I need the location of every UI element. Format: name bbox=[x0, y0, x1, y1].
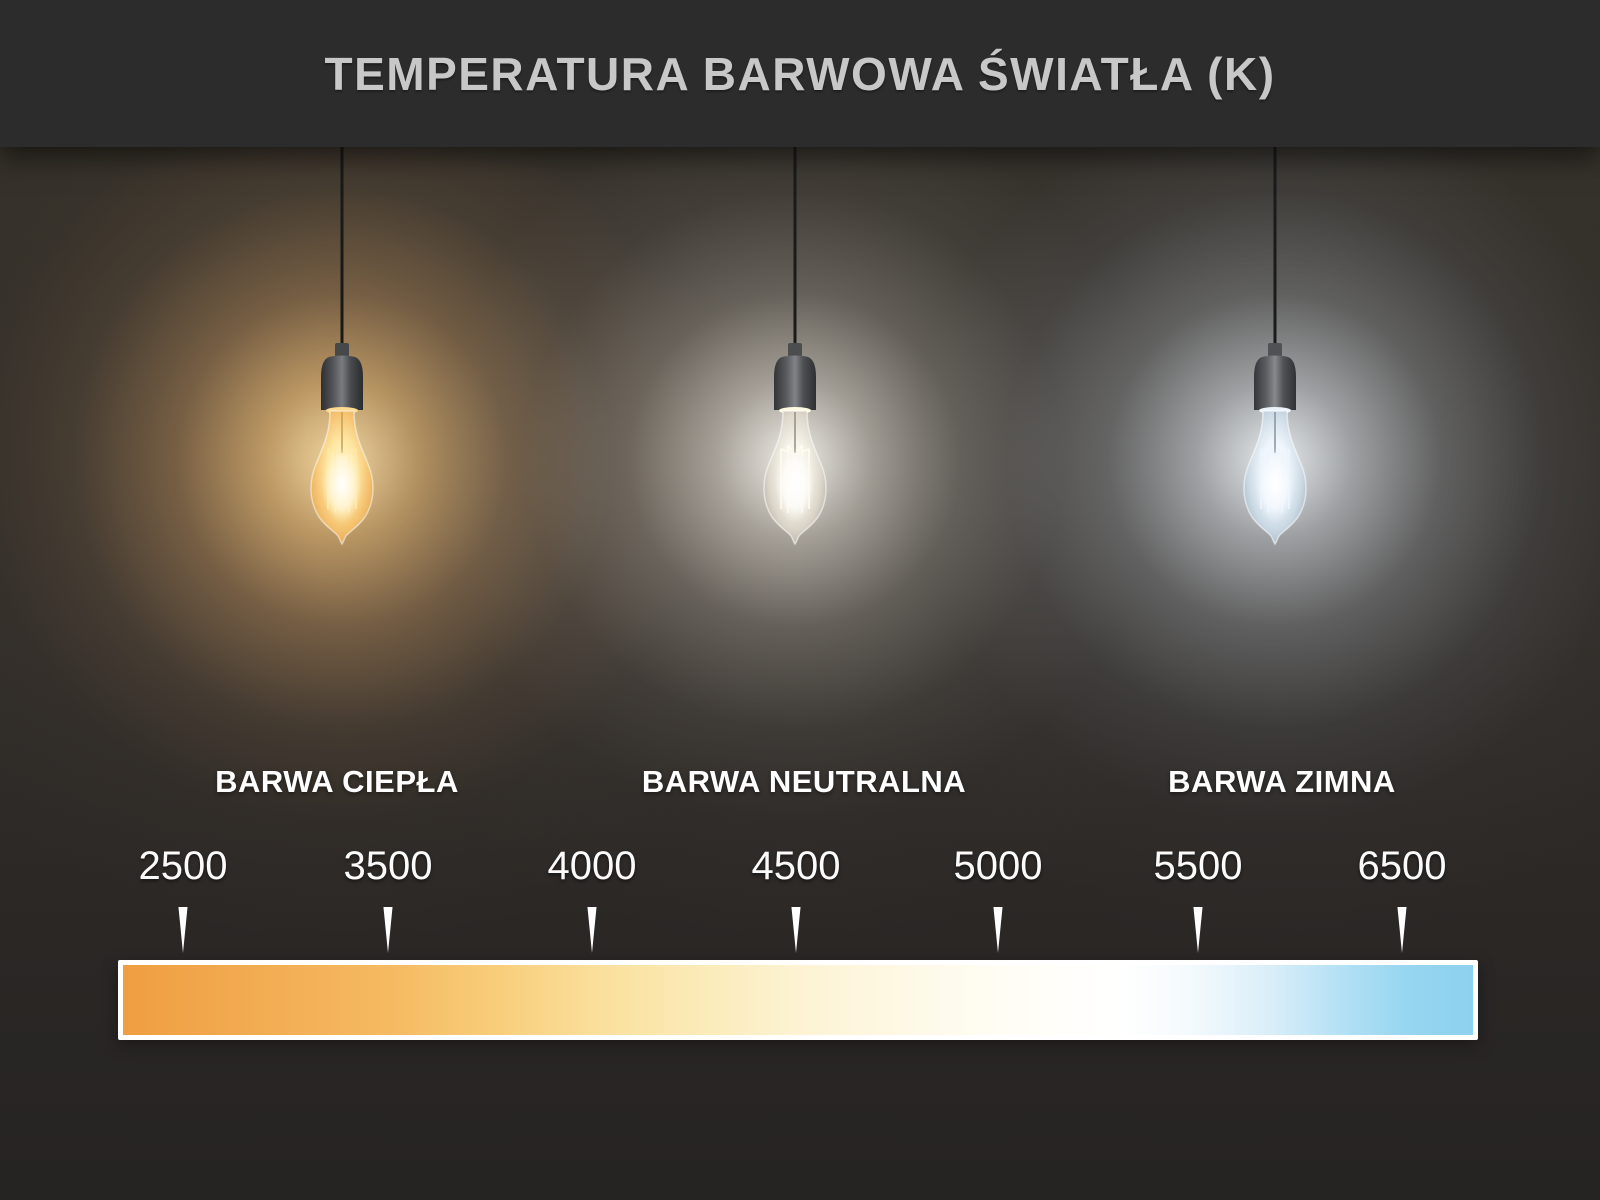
glow-core bbox=[1255, 447, 1295, 523]
cord-connector bbox=[335, 343, 349, 357]
tick-pointer-icon bbox=[587, 907, 597, 953]
tick-value: 3500 bbox=[343, 844, 433, 888]
header: TEMPERATURA BARWOWA ŚWIATŁA (K) bbox=[0, 0, 1600, 147]
tick-value: 6500 bbox=[1357, 844, 1447, 888]
tick-4500: 4500 bbox=[751, 843, 841, 953]
tick-pointer-icon bbox=[383, 907, 393, 953]
pendant-cord bbox=[793, 147, 797, 359]
lamp-socket bbox=[321, 355, 363, 410]
kelvin-gradient-bar bbox=[118, 960, 1478, 1040]
cold-bulb-illustration bbox=[1243, 147, 1307, 546]
tick-4000: 4000 bbox=[547, 843, 637, 953]
tick-value: 5500 bbox=[1153, 844, 1243, 888]
lamp-socket bbox=[774, 355, 816, 410]
tick-5500: 5500 bbox=[1153, 843, 1243, 953]
lamp-socket bbox=[1254, 355, 1296, 410]
tick-pointer-icon bbox=[1397, 907, 1407, 953]
label-warm-color: BARWA CIEPŁA bbox=[215, 764, 459, 799]
tick-value: 4000 bbox=[547, 844, 637, 888]
tick-2500: 2500 bbox=[138, 843, 228, 953]
tick-value: 5000 bbox=[953, 844, 1043, 888]
warm-bulb-illustration bbox=[310, 147, 374, 546]
label-neutral-color: BARWA NEUTRALNA bbox=[641, 764, 967, 799]
tick-pointer-icon bbox=[791, 907, 801, 953]
glow-core bbox=[775, 447, 815, 523]
pendant-cord bbox=[1273, 147, 1277, 359]
label-cold-color: BARWA ZIMNA bbox=[1168, 764, 1396, 799]
glow-core bbox=[322, 447, 362, 523]
cord-connector bbox=[788, 343, 802, 357]
tick-6500: 6500 bbox=[1357, 843, 1447, 953]
tick-value: 2500 bbox=[138, 844, 228, 888]
tick-value: 4500 bbox=[751, 844, 841, 888]
tick-pointer-icon bbox=[993, 907, 1003, 953]
page-title: TEMPERATURA BARWOWA ŚWIATŁA (K) bbox=[324, 47, 1276, 100]
cord-connector bbox=[1268, 343, 1282, 357]
tick-3500: 3500 bbox=[343, 843, 433, 953]
tick-pointer-icon bbox=[1193, 907, 1203, 953]
tick-5000: 5000 bbox=[953, 843, 1043, 953]
tick-pointer-icon bbox=[178, 907, 188, 953]
neutral-bulb-illustration bbox=[763, 147, 827, 546]
pendant-cord bbox=[340, 147, 344, 359]
